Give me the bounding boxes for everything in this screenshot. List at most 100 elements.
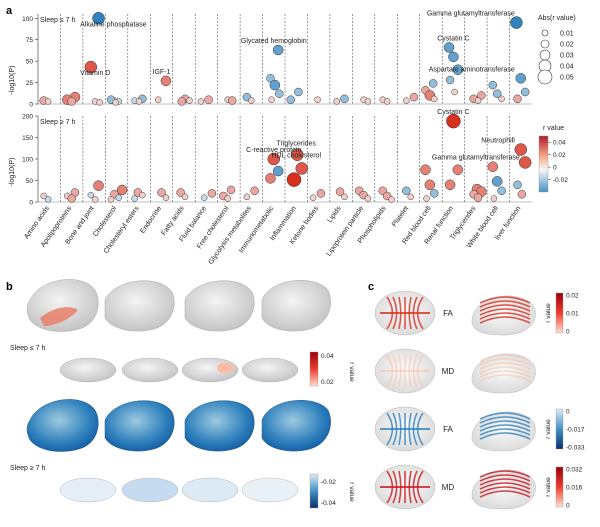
data-point	[96, 99, 103, 106]
data-point	[448, 51, 459, 63]
data-point	[92, 12, 105, 25]
cb-b-neg-title: r value	[348, 482, 355, 502]
annotation-label: Neutrophill	[481, 138, 515, 145]
data-point	[115, 194, 123, 201]
plot2-ylabel: -log10(P)	[9, 158, 16, 187]
data-point	[514, 143, 528, 156]
panel-c-colorbar-title: r value	[545, 303, 552, 323]
data-point	[364, 195, 372, 202]
plot1-y-axis: 0 25 50 75 100	[22, 14, 39, 109]
data-point	[341, 193, 348, 201]
tract-sagittal	[479, 316, 531, 324]
data-point	[160, 75, 172, 87]
measure-label: MD	[442, 367, 455, 376]
data-point	[204, 95, 213, 104]
measure-label: FA	[443, 425, 453, 434]
colorbar-tick-label: 0.04	[553, 140, 566, 147]
legend-label: 0.03	[560, 53, 574, 60]
data-point	[452, 164, 464, 175]
panel-c-colorbar-title: r value	[545, 419, 552, 439]
brain-medial-1	[104, 280, 175, 332]
data-point	[44, 98, 52, 105]
data-point	[177, 97, 187, 106]
data-point	[446, 113, 461, 129]
tract-sagittal	[479, 470, 531, 478]
data-point	[383, 98, 391, 105]
tract-sagittal	[479, 420, 531, 428]
data-point	[335, 187, 345, 196]
panel-c-colorbar-tick: 0.016	[566, 485, 583, 492]
tract-sagittal	[479, 300, 531, 308]
data-point	[84, 60, 98, 74]
data-point	[112, 99, 119, 106]
panel-c-colorbar	[555, 466, 564, 508]
y-tick-label: 50	[26, 59, 34, 66]
data-point	[248, 97, 255, 104]
legend-circle	[540, 39, 550, 49]
brain-medial-2	[184, 280, 255, 332]
legend-label: 0.01	[560, 31, 574, 38]
tract-sagittal	[479, 374, 531, 382]
y-tick-label: 100	[22, 16, 33, 23]
data-point	[510, 16, 523, 29]
data-point	[409, 92, 419, 102]
colorbar-b-negative: -0.02 -0.04 r value	[309, 473, 355, 509]
y-tick-label: 0	[29, 200, 33, 207]
plot1-annotations: Alkaline phosphatase Vitamin D IGF-1 Glycat…	[80, 11, 515, 78]
data-point	[420, 164, 431, 175]
y-tick-label: 0	[29, 102, 33, 109]
panel-c-colorbar	[555, 408, 564, 450]
data-point	[340, 94, 349, 104]
tract-sagittal	[479, 366, 531, 374]
panel-c-colorbar-tick: 0	[566, 503, 570, 510]
data-point	[497, 186, 506, 196]
brain-lateral-left-1	[26, 279, 99, 332]
data-point	[333, 98, 340, 105]
colorbar-tick-label: 0	[553, 165, 557, 172]
data-point	[451, 88, 458, 96]
data-point	[428, 79, 438, 88]
data-point	[513, 94, 522, 104]
panel-a-label: a	[6, 5, 13, 17]
annotation-label: Cystatin C	[437, 35, 469, 42]
cb-b-neg-tick-0: -0.02	[321, 479, 336, 486]
annotation-label: Aspartate aminotransferase	[429, 66, 515, 73]
data-point	[364, 98, 372, 105]
data-point	[157, 188, 166, 197]
panel-c-label: c	[368, 281, 374, 293]
tract-sagittal	[479, 482, 531, 490]
colorbar-tick-label: -0.02	[553, 177, 568, 184]
panel-c-colorbar-title: r value	[545, 477, 552, 497]
annotation-label: Alkaline phosphatase	[80, 21, 147, 28]
plot1-title: Sleep ≤ 7 h	[40, 17, 75, 24]
data-point	[67, 194, 76, 203]
data-point	[44, 196, 52, 203]
data-point	[316, 189, 326, 198]
tract-sagittal	[479, 296, 531, 304]
y-tick-label: 150	[22, 135, 33, 142]
data-point	[492, 89, 502, 98]
data-point	[243, 193, 251, 201]
data-point	[107, 196, 115, 203]
scatter-plot-sleep-short: Sleep ≤ 7 h 0 25 50 75 100 Alkaline phosphat…	[9, 11, 532, 109]
data-point	[513, 180, 522, 190]
data-point	[294, 87, 303, 97]
data-point	[403, 97, 410, 104]
data-point	[423, 195, 430, 202]
data-point	[135, 98, 143, 105]
tract-sagittal	[479, 490, 531, 498]
scatter-plot-sleep-long: Sleep ≥ 7 h 0 50 100 150 200 Cystatin C Trigl…	[9, 109, 532, 266]
size-legend-title: Abs(r value)	[538, 15, 576, 22]
data-point	[200, 194, 208, 201]
brain-medial-3	[104, 400, 175, 452]
data-point	[520, 87, 530, 97]
tract-sagittal	[479, 370, 531, 378]
data-point	[430, 189, 439, 198]
data-point	[131, 195, 138, 202]
subcortical-row-1	[59, 357, 299, 383]
data-point	[431, 95, 438, 103]
data-point	[87, 191, 95, 199]
data-point	[272, 165, 284, 177]
cb-b-pos-title: r value	[348, 362, 355, 382]
data-point	[452, 64, 464, 75]
